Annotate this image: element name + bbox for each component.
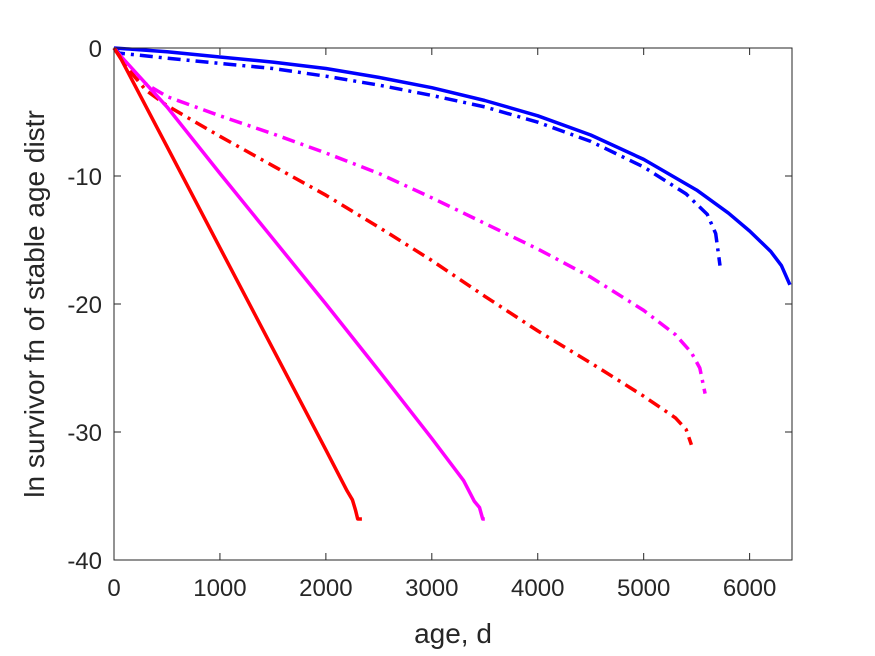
- x-tick-label: 4000: [511, 575, 564, 602]
- x-tick-label: 5000: [617, 575, 670, 602]
- y-tick-label: -30: [67, 420, 102, 447]
- series-line-3: [112, 46, 707, 394]
- x-axis-title: age, d: [414, 618, 492, 649]
- plot-background: [114, 48, 792, 560]
- x-tick-label: 2000: [299, 575, 352, 602]
- y-tick-label: 0: [89, 36, 102, 63]
- y-tick-label: -20: [67, 292, 102, 319]
- series-layer: [112, 46, 792, 521]
- y-tick-label: -10: [67, 164, 102, 191]
- x-tick-label: 6000: [723, 575, 776, 602]
- y-axis-title: ln survivor fn of stable age distr: [19, 110, 50, 498]
- series-line-5: [112, 46, 485, 521]
- x-tick-label: 3000: [405, 575, 458, 602]
- y-axis: 0 -10 -20 -30 -40: [67, 36, 792, 575]
- series-line-1: [113, 46, 792, 286]
- series-line-6: [112, 47, 362, 521]
- y-tick-label: -40: [67, 548, 102, 575]
- x-tick-label: 1000: [193, 575, 246, 602]
- x-axis: 0 1000 2000 3000 4000 5000 6000: [107, 48, 776, 602]
- series-line-4: [112, 47, 694, 446]
- x-tick-label: 0: [107, 575, 120, 602]
